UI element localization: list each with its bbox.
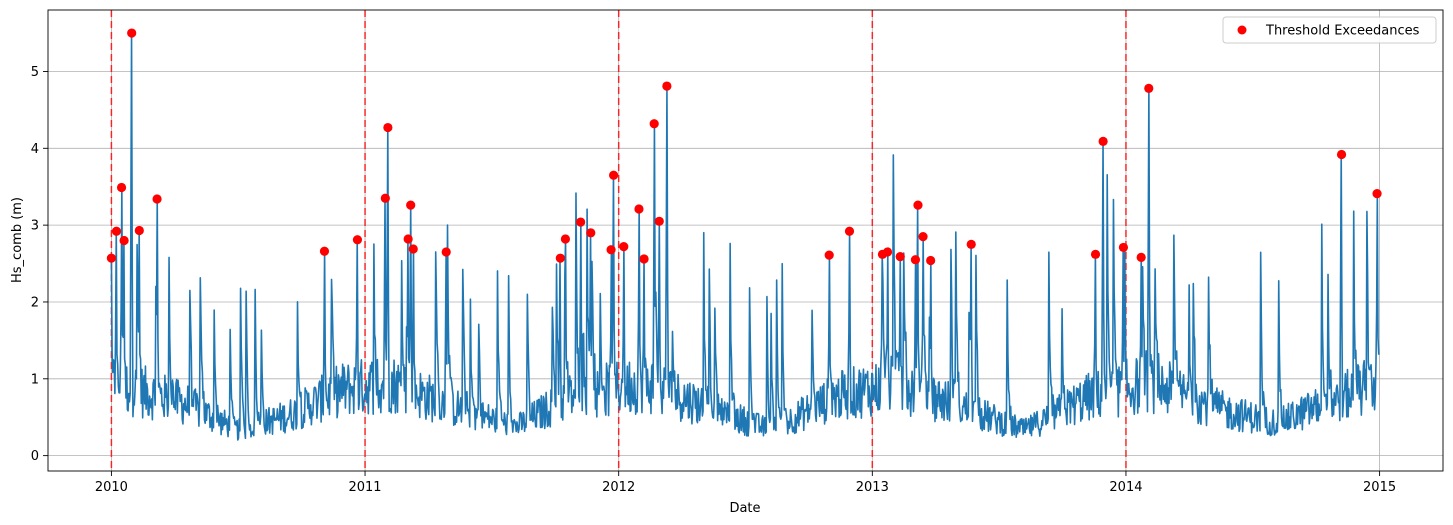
y-tick-label: 1 bbox=[31, 372, 39, 387]
exceedance-point bbox=[926, 255, 936, 266]
exceedance-point bbox=[1336, 149, 1347, 160]
exceedance-point bbox=[403, 234, 413, 244]
exceedance-point bbox=[882, 247, 893, 257]
exceedance-point bbox=[910, 255, 921, 265]
plot-frame bbox=[47, 9, 1444, 472]
exceedance-point bbox=[895, 252, 905, 262]
exceedance-point bbox=[319, 246, 330, 256]
exceedance-point bbox=[576, 217, 586, 227]
y-axis: 0 1 2 3 4 5 bbox=[31, 65, 48, 464]
exceedance-point bbox=[152, 194, 162, 204]
exceedance-point bbox=[913, 200, 923, 210]
exceedance-point bbox=[441, 247, 451, 257]
exceedance-point bbox=[134, 225, 144, 236]
exceedance-point bbox=[662, 81, 672, 91]
exceedance-point bbox=[111, 226, 122, 236]
exceedance-point bbox=[586, 228, 596, 238]
exceedance-point bbox=[824, 250, 834, 260]
exceedance-point bbox=[634, 204, 644, 214]
exceedance-point bbox=[383, 122, 393, 133]
x-tick-label: 2011 bbox=[348, 480, 381, 495]
legend-box bbox=[1222, 16, 1437, 44]
exceedance-point bbox=[1090, 249, 1101, 259]
exceedance-point bbox=[609, 170, 619, 180]
exceedance-point bbox=[116, 182, 127, 193]
legend-marker bbox=[1237, 25, 1247, 35]
x-tick-label: 2014 bbox=[1109, 480, 1142, 495]
x-tick-label: 2010 bbox=[95, 480, 128, 495]
y-tick-label: 2 bbox=[31, 295, 39, 310]
exceedance-point bbox=[106, 253, 117, 263]
grid bbox=[48, 10, 1443, 471]
exceedance-point bbox=[1372, 189, 1382, 199]
x-tick-label: 2012 bbox=[602, 480, 635, 495]
x-axis-label: Date bbox=[729, 501, 760, 516]
exceedance-point bbox=[408, 244, 418, 254]
exceedance-point bbox=[352, 235, 363, 245]
exceedance-point bbox=[1144, 83, 1154, 93]
exceedance-point bbox=[619, 242, 629, 252]
exceedance-point bbox=[560, 234, 571, 244]
exceedance-point bbox=[1136, 252, 1146, 263]
y-tick-label: 5 bbox=[31, 65, 39, 80]
legend-entry-threshold-exceedances: Threshold Exceedances bbox=[1265, 24, 1420, 39]
exceedance-point bbox=[1118, 242, 1129, 253]
legend: Threshold Exceedances bbox=[1222, 16, 1437, 44]
y-tick-label: 3 bbox=[31, 219, 39, 234]
y-tick-label: 4 bbox=[31, 142, 39, 157]
exceedance-point bbox=[406, 200, 416, 210]
exceedance-point bbox=[119, 235, 129, 246]
exceedance-point bbox=[380, 193, 390, 203]
exceedance-point bbox=[844, 226, 855, 236]
exceedance-point bbox=[127, 28, 137, 38]
hs-comb-line bbox=[110, 32, 1380, 441]
x-axis: 2010 2011 2012 2013 2014 2015 bbox=[95, 471, 1396, 495]
exceedance-point bbox=[555, 253, 565, 263]
x-tick-label: 2015 bbox=[1363, 480, 1396, 495]
exceedance-point bbox=[654, 216, 664, 226]
threshold-exceedances-series bbox=[106, 28, 1382, 266]
x-tick-label: 2013 bbox=[856, 480, 889, 495]
hs-comb-series bbox=[110, 32, 1380, 441]
exceedance-point bbox=[649, 119, 659, 129]
exceedance-point bbox=[639, 254, 649, 264]
exceedance-point bbox=[966, 239, 976, 249]
exceedance-point bbox=[606, 245, 616, 255]
y-axis-label: Hs_comb (m) bbox=[10, 197, 25, 283]
exceedance-point bbox=[1098, 136, 1108, 146]
exceedance-point bbox=[918, 232, 928, 242]
y-tick-label: 0 bbox=[31, 449, 39, 464]
